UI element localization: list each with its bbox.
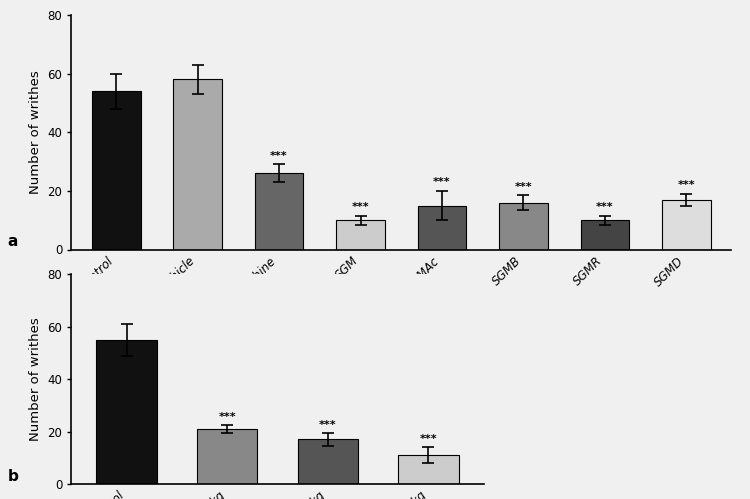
Text: ***: *** bbox=[352, 202, 369, 212]
Bar bbox=[499, 203, 548, 250]
Text: ***: *** bbox=[270, 151, 288, 161]
Bar bbox=[398, 455, 458, 484]
Y-axis label: Number of writhes: Number of writhes bbox=[28, 317, 42, 441]
Bar bbox=[197, 429, 257, 484]
Text: b: b bbox=[8, 469, 18, 484]
Text: a: a bbox=[8, 235, 18, 250]
Text: ***: *** bbox=[514, 182, 532, 192]
Text: ***: *** bbox=[419, 434, 437, 444]
Bar bbox=[97, 340, 157, 484]
Bar bbox=[418, 206, 466, 250]
Bar bbox=[662, 200, 711, 250]
Bar bbox=[298, 440, 358, 484]
Text: ***: *** bbox=[319, 420, 337, 430]
Y-axis label: Number of writhes: Number of writhes bbox=[28, 70, 42, 194]
Bar bbox=[254, 173, 304, 250]
Text: ***: *** bbox=[218, 412, 236, 422]
Bar bbox=[92, 91, 140, 250]
Text: ***: *** bbox=[596, 202, 613, 212]
Bar bbox=[580, 220, 629, 250]
Bar bbox=[336, 220, 385, 250]
Bar bbox=[173, 79, 222, 250]
Text: ***: *** bbox=[677, 180, 695, 190]
Text: ***: *** bbox=[433, 177, 451, 187]
